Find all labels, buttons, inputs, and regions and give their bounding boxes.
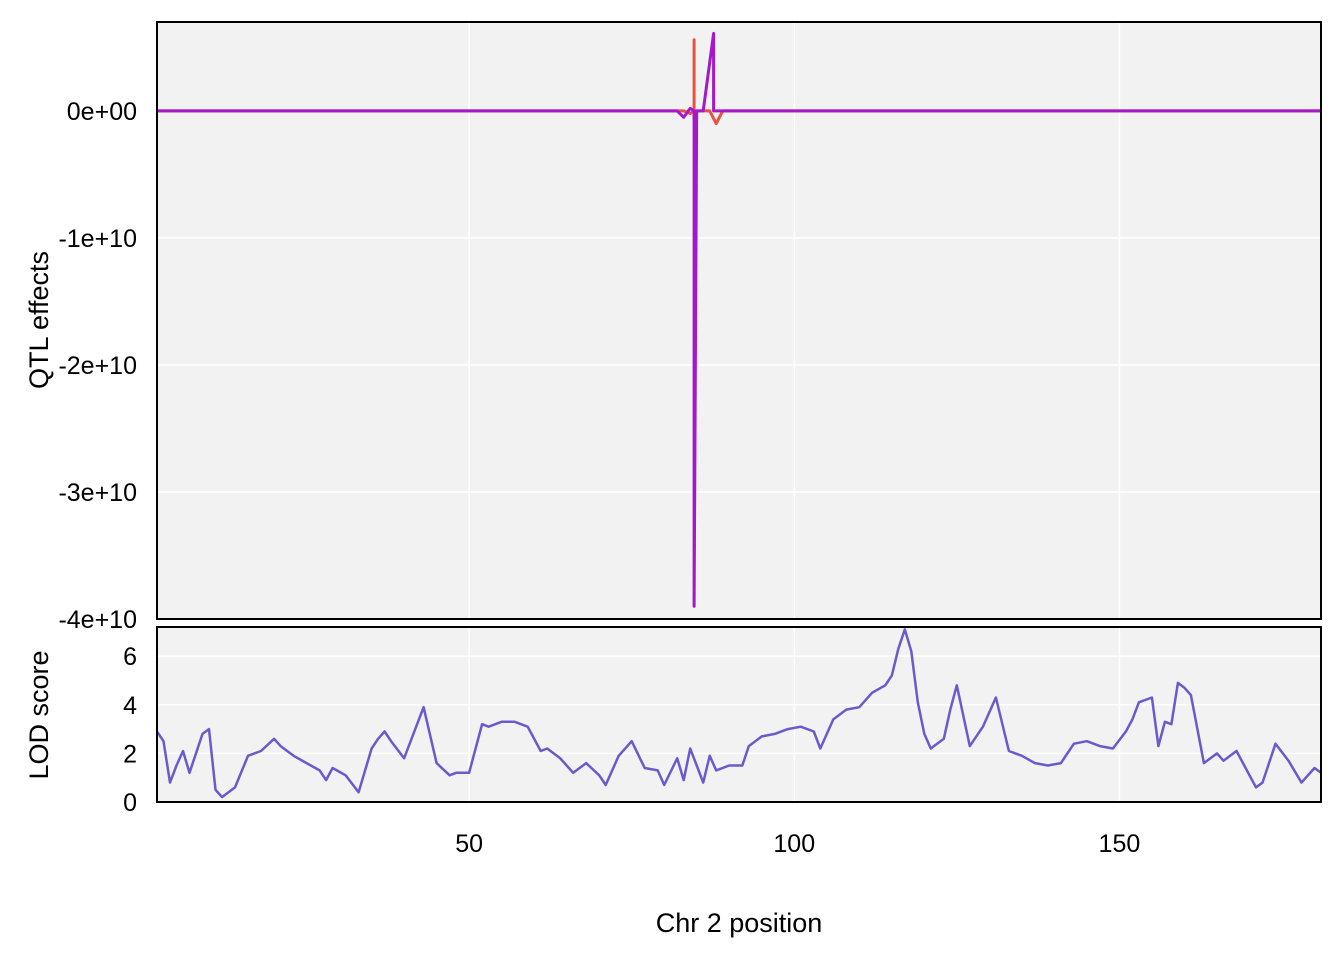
x-axis-label: Chr 2 position xyxy=(656,908,823,938)
effects-panel-background xyxy=(157,22,1321,619)
x-axis-ticks: 50 100 150 xyxy=(455,830,1140,858)
effects-y-tick-label-1: -1e+10 xyxy=(58,225,137,253)
lod-y-tick-label-0: 0 xyxy=(123,789,137,817)
lod-panel: 0 2 4 6 50 100 150 LOD score Chr 2 position xyxy=(24,626,1322,938)
x-tick-label-0: 50 xyxy=(455,830,483,858)
x-tick-label-2: 150 xyxy=(1099,830,1141,858)
lod-y-tick-label-3: 6 xyxy=(123,643,137,671)
effects-y-tick-label-2: -2e+10 xyxy=(58,352,137,380)
lod-series xyxy=(155,628,1322,799)
effects-y-tick-label-3: -3e+10 xyxy=(58,479,137,507)
effects-series xyxy=(157,31,1321,608)
lod-panel-background xyxy=(157,627,1321,802)
lod-y-tick-label-2: 4 xyxy=(123,692,137,720)
lod-y-tick-label-1: 2 xyxy=(123,740,137,768)
effects-series-line-1 xyxy=(157,31,1321,608)
effects-panel: 0e+00 -1e+10 -2e+10 -3e+10 -4e+10 QTL effect… xyxy=(24,21,1322,634)
lod-series-line-0 xyxy=(155,628,1322,799)
lod-y-axis-label: LOD score xyxy=(24,650,54,779)
effects-y-tick-label-4: -4e+10 xyxy=(58,606,137,634)
effects-panel-border xyxy=(156,21,1322,620)
effects-y-ticks: 0e+00 -1e+10 -2e+10 -3e+10 -4e+10 xyxy=(58,98,137,634)
x-tick-label-1: 100 xyxy=(773,830,815,858)
effects-y-axis-label: QTL effects xyxy=(24,251,54,389)
lod-panel-border xyxy=(156,626,1322,803)
effects-y-tick-label-0: 0e+00 xyxy=(67,98,137,126)
lod-y-ticks: 0 2 4 6 xyxy=(123,643,137,817)
